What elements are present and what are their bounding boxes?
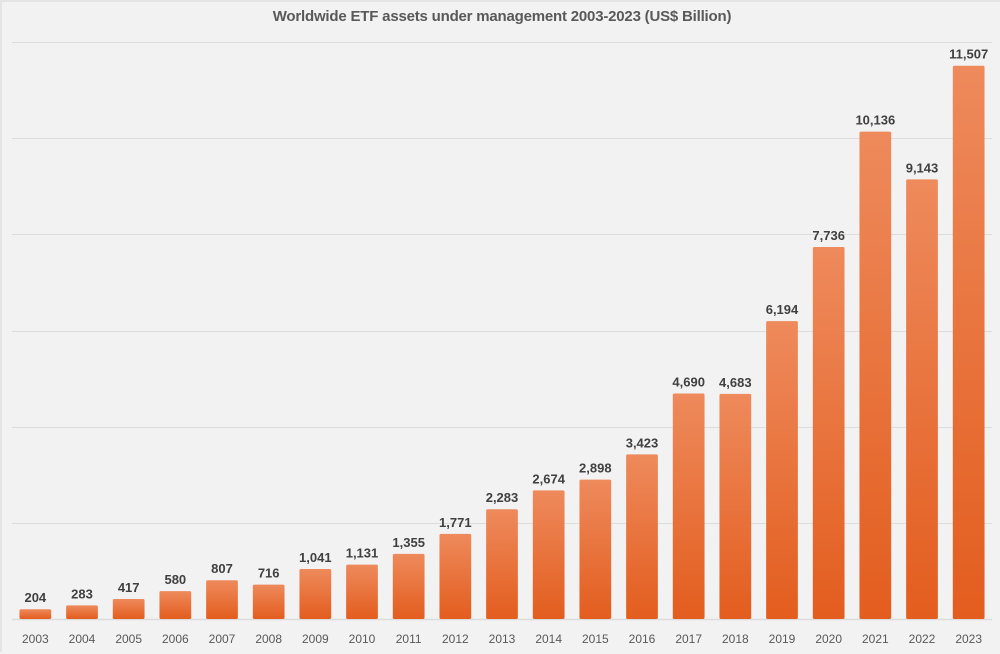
x-tick-label-2015: 2015 xyxy=(582,632,609,646)
bar-2003 xyxy=(19,609,52,619)
data-label-2015: 2,898 xyxy=(579,461,612,476)
x-tick-label-2010: 2010 xyxy=(349,632,376,646)
bar-2010 xyxy=(346,564,378,619)
bar-2013 xyxy=(486,509,518,619)
data-label-2005: 417 xyxy=(118,580,140,595)
data-label-2007: 807 xyxy=(211,561,233,576)
bar-2009 xyxy=(299,568,332,619)
bar-2016 xyxy=(626,454,658,619)
data-label-2004: 283 xyxy=(71,586,93,601)
data-label-2017: 4,690 xyxy=(672,374,705,389)
data-label-2020: 7,736 xyxy=(812,228,845,243)
bar-2021 xyxy=(859,131,892,620)
data-label-2016: 3,423 xyxy=(626,435,659,450)
bar-2022 xyxy=(906,179,938,619)
data-labels: 204 283 417 580 807 716 1,041 1,131 1,355 1,771 2,… xyxy=(24,47,988,605)
bar-2023 xyxy=(952,65,985,619)
x-tick-label-2023: 2023 xyxy=(955,632,982,646)
bar-2004 xyxy=(66,605,98,619)
bar-2008 xyxy=(252,584,285,619)
data-label-2011: 1,355 xyxy=(392,535,425,550)
data-label-2014: 2,674 xyxy=(532,471,565,486)
x-tick-label-2008: 2008 xyxy=(255,632,282,646)
x-tick-label-2004: 2004 xyxy=(69,632,96,646)
bar-2006 xyxy=(159,591,192,619)
data-label-2019: 6,194 xyxy=(766,302,799,317)
x-tick-label-2012: 2012 xyxy=(442,632,469,646)
bar-2017 xyxy=(672,393,705,619)
bar-2014 xyxy=(532,490,565,619)
data-label-2006: 580 xyxy=(164,572,186,587)
data-label-2012: 1,771 xyxy=(439,515,472,530)
bars xyxy=(19,65,985,620)
bar-2018 xyxy=(719,393,752,619)
data-label-2003: 204 xyxy=(24,590,46,605)
bar-2020 xyxy=(812,247,845,619)
x-axis-ticks: 2003 2004 2005 2006 2007 2008 2009 2010 2011 2012… xyxy=(22,632,982,646)
bar-2012 xyxy=(439,533,472,619)
bar-2007 xyxy=(206,580,238,619)
bar-2015 xyxy=(579,479,612,619)
x-tick-label-2006: 2006 xyxy=(162,632,189,646)
data-label-2009: 1,041 xyxy=(299,550,332,565)
x-tick-label-2007: 2007 xyxy=(209,632,236,646)
data-label-2022: 9,143 xyxy=(906,160,939,175)
data-label-2018: 4,683 xyxy=(719,375,752,390)
x-tick-label-2013: 2013 xyxy=(489,632,516,646)
x-tick-label-2011: 2011 xyxy=(396,632,422,646)
x-tick-label-2019: 2019 xyxy=(769,632,796,646)
data-label-2010: 1,131 xyxy=(346,546,379,561)
x-tick-label-2009: 2009 xyxy=(302,632,329,646)
data-label-2008: 716 xyxy=(258,566,280,581)
x-tick-label-2014: 2014 xyxy=(535,632,562,646)
data-label-2023: 11,507 xyxy=(949,47,988,62)
x-tick-label-2021: 2021 xyxy=(862,632,889,646)
x-tick-label-2022: 2022 xyxy=(909,632,936,646)
data-label-2013: 2,283 xyxy=(486,490,519,505)
bar-2019 xyxy=(766,321,798,619)
x-tick-label-2016: 2016 xyxy=(629,632,656,646)
x-tick-label-2003: 2003 xyxy=(22,632,49,646)
data-label-2021: 10,136 xyxy=(855,113,895,128)
chart-title: Worldwide ETF assets under management 20… xyxy=(272,8,732,25)
x-tick-label-2020: 2020 xyxy=(815,632,842,646)
x-tick-label-2018: 2018 xyxy=(722,632,749,646)
x-tick-label-2017: 2017 xyxy=(675,632,702,646)
bar-2005 xyxy=(112,598,145,619)
bar-2011 xyxy=(392,553,425,619)
x-tick-label-2005: 2005 xyxy=(115,632,142,646)
